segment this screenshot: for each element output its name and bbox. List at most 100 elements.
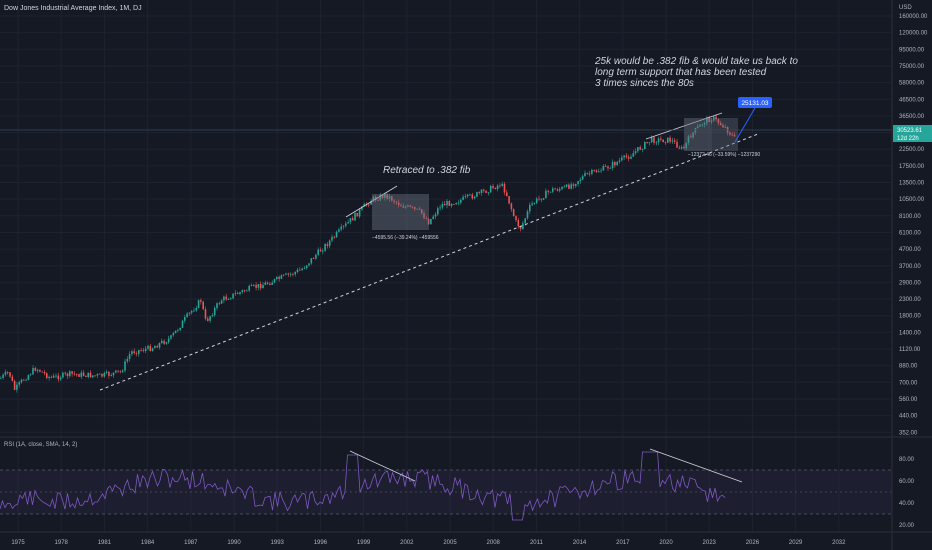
candle-body — [466, 194, 469, 197]
candle-body — [16, 384, 18, 390]
candle-body — [322, 250, 324, 252]
candle-body — [533, 203, 536, 204]
candle-body — [397, 202, 400, 206]
candle-body — [147, 345, 149, 349]
candle-body — [724, 126, 727, 128]
candle-body — [243, 290, 246, 292]
price-axis-tick: 22500.00 — [899, 147, 925, 153]
candle-body — [690, 136, 692, 138]
candle-body — [418, 208, 421, 210]
candle-body — [170, 335, 172, 339]
candle-body — [600, 170, 602, 172]
time-axis-tick: 1975 — [11, 540, 25, 546]
retrace-box-1[interactable] — [372, 194, 429, 230]
price-axis-tick: 120000.00 — [899, 31, 928, 37]
candle-body — [407, 205, 409, 207]
candle-body — [448, 201, 451, 206]
candle-body — [18, 382, 20, 385]
retrace-box-2[interactable] — [684, 118, 712, 151]
candle-body — [66, 373, 69, 377]
candle-body — [324, 244, 326, 251]
price-axis-tick: 8100.00 — [899, 214, 921, 220]
candle-body — [315, 254, 317, 259]
candle-body — [310, 258, 313, 264]
candle-body — [657, 138, 660, 143]
candle-body — [220, 300, 223, 304]
candle-body — [471, 194, 474, 199]
rsi-axis[interactable]: 80.00 60.00 40.00 20.00 — [899, 457, 915, 529]
time-axis[interactable]: 1975 1978 1981 1984 1987 1990 1993 1996 1999 2002… — [11, 540, 846, 546]
candle-body — [519, 226, 522, 229]
candle-body — [142, 350, 145, 352]
candle-body — [234, 293, 237, 295]
target-label-box[interactable] — [738, 97, 772, 108]
candle-body — [526, 211, 529, 219]
time-axis-tick: 2008 — [487, 540, 501, 546]
candle-body — [384, 193, 386, 198]
time-axis-tick: 1993 — [271, 540, 285, 546]
candle-body — [563, 186, 566, 188]
candle-body — [273, 278, 276, 283]
candle-body — [181, 320, 184, 328]
candle-body — [29, 374, 32, 376]
time-axis-tick: 2026 — [746, 540, 760, 546]
rsi-line — [0, 451, 726, 521]
candle-body — [119, 371, 122, 373]
target-projection-line[interactable] — [734, 107, 756, 143]
candle-body — [575, 183, 577, 186]
support-trendline[interactable] — [99, 133, 759, 391]
candle-body — [535, 198, 538, 204]
candle-body — [441, 203, 444, 208]
candle-body — [464, 196, 467, 197]
candle-body — [78, 374, 80, 377]
candle-body — [604, 166, 607, 167]
candle-body — [506, 192, 508, 197]
candle-body — [27, 375, 30, 380]
candle-body — [416, 208, 418, 210]
time-axis-tick: 1978 — [55, 540, 69, 546]
candle-body — [32, 368, 34, 375]
candle-body — [110, 375, 112, 377]
rsi-label: RSI (1A, close, SMA, 14, 2) — [4, 442, 77, 448]
top-trendline-1[interactable] — [345, 185, 398, 218]
candle-body — [200, 300, 202, 302]
price-axis-countdown: 12d 22h — [897, 136, 919, 142]
candle-body — [577, 181, 579, 184]
price-axis[interactable]: 160000.00 120000.00 95000.00 75000.00 58000.… — [899, 14, 928, 436]
rsi-divergence-2[interactable] — [649, 448, 743, 483]
candle-body — [126, 358, 129, 362]
candle-body — [696, 126, 699, 129]
candle-body — [13, 380, 16, 390]
time-axis-tick: 2020 — [659, 540, 673, 546]
candle-body — [469, 194, 471, 196]
rsi-axis-tick: 80.00 — [899, 457, 915, 463]
candle-body — [485, 190, 487, 193]
candle-body — [607, 166, 609, 169]
candle-body — [135, 353, 138, 354]
candle-body — [648, 142, 651, 144]
candle-body — [296, 269, 299, 273]
candle-body — [80, 372, 83, 377]
candle-body — [197, 300, 200, 309]
time-axis-tick: 2002 — [400, 540, 414, 546]
candle-body — [101, 373, 103, 377]
top-trendline-2[interactable] — [645, 112, 723, 140]
candle-body — [294, 272, 296, 275]
candle-body — [62, 372, 64, 378]
rsi-axis-tick: 40.00 — [899, 501, 915, 507]
time-axis-tick: 2011 — [530, 540, 544, 546]
candle-body — [591, 169, 593, 174]
candle-body — [487, 192, 490, 194]
candle-body — [340, 226, 342, 230]
candle-body — [715, 116, 717, 120]
rsi-divergence-1[interactable] — [349, 450, 416, 482]
candle-body — [276, 276, 278, 279]
candle-body — [588, 173, 591, 175]
candle-body — [662, 139, 664, 143]
time-axis-tick: 2014 — [573, 540, 587, 546]
measure-label-2: −12372.46 (−33.59%) −1237290 — [688, 152, 760, 158]
candle-body — [483, 189, 485, 191]
retrace-box-2b[interactable] — [712, 118, 738, 151]
candle-body — [370, 200, 372, 205]
